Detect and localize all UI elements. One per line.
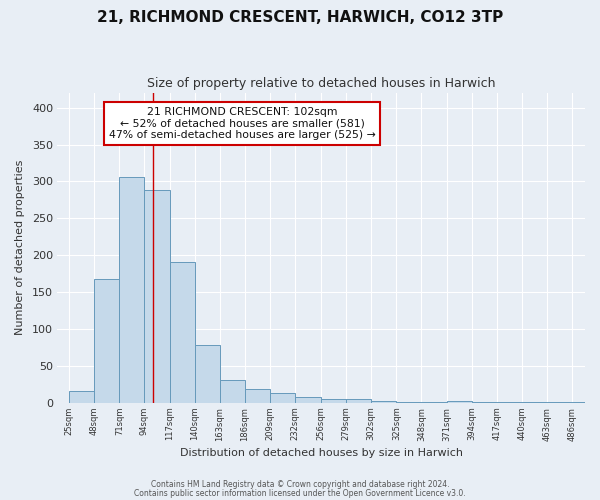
Bar xyxy=(270,393,295,402)
Bar xyxy=(145,190,170,402)
Bar xyxy=(371,401,397,402)
Bar xyxy=(170,262,194,402)
Text: Contains HM Land Registry data © Crown copyright and database right 2024.: Contains HM Land Registry data © Crown c… xyxy=(151,480,449,489)
Bar xyxy=(194,345,220,403)
Y-axis label: Number of detached properties: Number of detached properties xyxy=(15,160,25,336)
Bar xyxy=(295,398,321,402)
Text: Contains public sector information licensed under the Open Government Licence v3: Contains public sector information licen… xyxy=(134,488,466,498)
Bar xyxy=(69,390,94,402)
Bar xyxy=(94,278,119,402)
Text: 21, RICHMOND CRESCENT, HARWICH, CO12 3TP: 21, RICHMOND CRESCENT, HARWICH, CO12 3TP xyxy=(97,10,503,25)
Bar xyxy=(346,399,371,402)
X-axis label: Distribution of detached houses by size in Harwich: Distribution of detached houses by size … xyxy=(179,448,463,458)
Text: 21 RICHMOND CRESCENT: 102sqm
← 52% of detached houses are smaller (581)
47% of s: 21 RICHMOND CRESCENT: 102sqm ← 52% of de… xyxy=(109,107,376,140)
Bar xyxy=(119,177,145,402)
Bar xyxy=(220,380,245,402)
Bar xyxy=(321,399,346,402)
Title: Size of property relative to detached houses in Harwich: Size of property relative to detached ho… xyxy=(147,78,496,90)
Bar xyxy=(446,401,472,402)
Bar xyxy=(245,388,270,402)
